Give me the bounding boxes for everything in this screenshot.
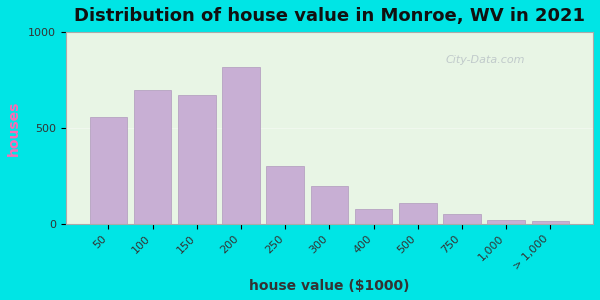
Bar [134,90,172,224]
Bar [222,67,260,224]
Bar [443,214,481,224]
Text: City-Data.com: City-Data.com [445,55,525,65]
Bar [355,209,392,224]
Bar [487,220,525,224]
Bar [532,221,569,224]
Bar [178,95,215,224]
Bar [266,167,304,224]
Bar [311,186,348,224]
Bar [399,203,437,224]
Title: Distribution of house value in Monroe, WV in 2021: Distribution of house value in Monroe, W… [74,7,585,25]
Y-axis label: houses: houses [7,100,21,156]
X-axis label: house value ($1000): house value ($1000) [249,279,410,293]
Bar [89,116,127,224]
